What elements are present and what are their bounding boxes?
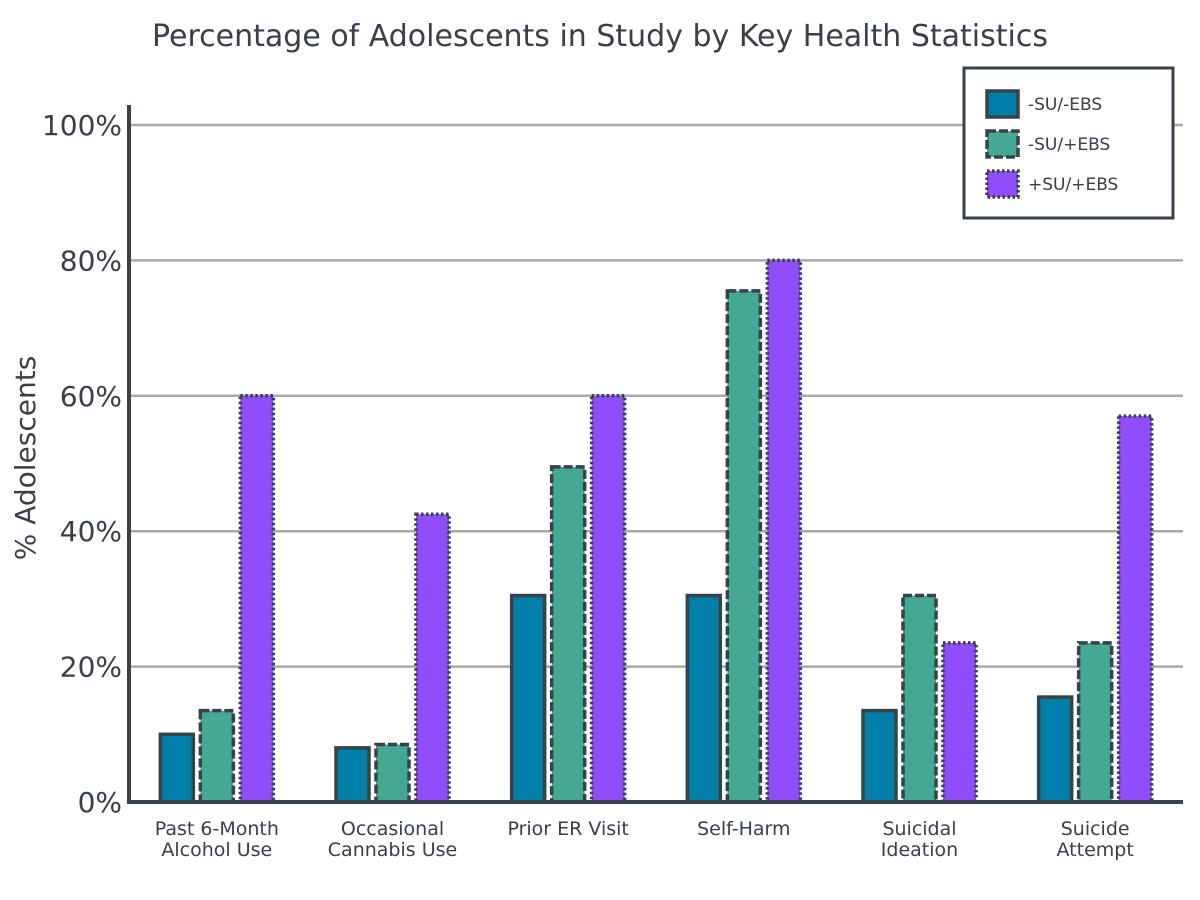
chart-title: Percentage of Adolescents in Study by Ke…: [152, 19, 1048, 54]
legend-swatch: [985, 89, 1020, 119]
bar: [238, 394, 276, 804]
bar: [685, 593, 723, 804]
bar: [1116, 414, 1154, 804]
axes: [127, 105, 1183, 804]
bar: [901, 593, 938, 804]
bar: [414, 512, 451, 804]
legend-label: +SU/+EBS: [1028, 175, 1118, 195]
x-tick-label: Self-Harm: [697, 818, 790, 840]
bar: [374, 742, 411, 804]
bar: [589, 394, 627, 804]
x-tick-label: Suicidal Ideation: [881, 818, 958, 861]
bars: [158, 258, 1154, 804]
bar: [861, 708, 898, 804]
y-tick-label: 40%: [60, 515, 122, 548]
bar: [1036, 695, 1074, 804]
x-axis-ticks: Past 6-Month Alcohol Use Occasional Cannabi…: [155, 818, 1134, 861]
y-tick-label: 60%: [60, 380, 122, 413]
y-axis-label: % Adolescents: [9, 356, 42, 561]
bar: [334, 746, 371, 804]
bar: [509, 593, 547, 804]
bar: [198, 708, 236, 804]
bar: [725, 289, 763, 804]
y-tick-label: 20%: [60, 651, 122, 684]
bar: [549, 465, 587, 804]
legend-swatch: [985, 129, 1020, 159]
bar: [158, 732, 196, 804]
legend-label: -SU/-EBS: [1028, 95, 1102, 115]
y-tick-label: 80%: [60, 244, 122, 277]
x-tick-label: Occasional Cannabis Use: [328, 818, 457, 861]
x-tick-label: Suicide Attempt: [1057, 818, 1134, 861]
legend: -SU/-EBS -SU/+EBS +SU/+EBS: [962, 66, 1175, 220]
legend-swatch: [985, 169, 1020, 199]
bar: [1076, 641, 1114, 804]
y-axis-ticks: 0% 20% 40% 60% 80% 100%: [42, 109, 122, 819]
gridlines: [129, 123, 1183, 668]
legend-label: -SU/+EBS: [1028, 135, 1110, 155]
bar: [941, 641, 978, 804]
y-tick-label: 100%: [42, 109, 122, 142]
x-tick-label: Past 6-Month Alcohol Use: [155, 818, 279, 861]
y-tick-label: 0%: [78, 786, 122, 819]
x-tick-label: Prior ER Visit: [507, 818, 628, 840]
bar: [765, 258, 803, 804]
